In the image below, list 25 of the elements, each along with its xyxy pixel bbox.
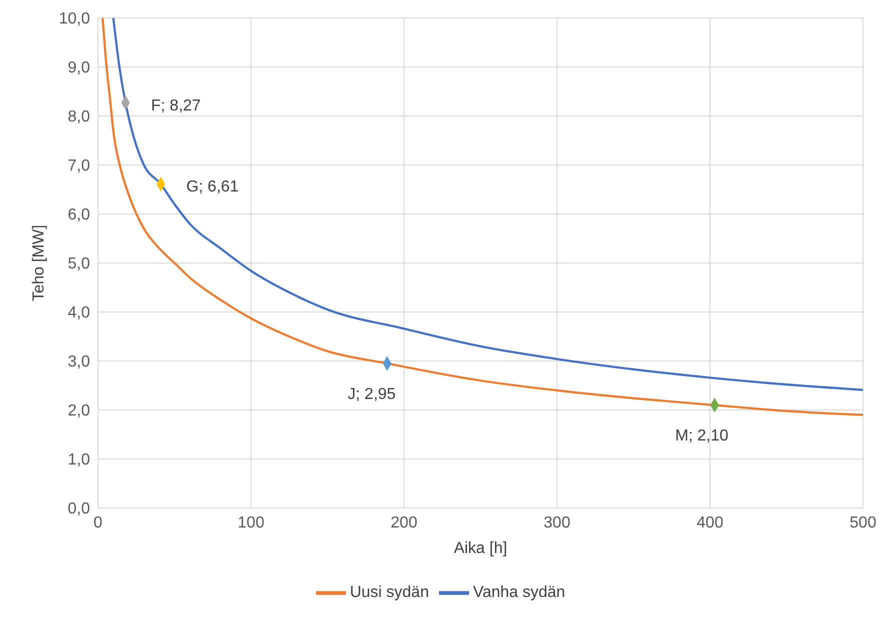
- x-tick-label: 100: [238, 514, 264, 532]
- y-tick-label: 9,0: [68, 60, 90, 77]
- y-tick-label: 0,0: [68, 500, 90, 518]
- y-tick-label: 10,0: [58, 10, 90, 28]
- y-tick-label: 3,0: [68, 354, 90, 371]
- y-tick-label: 7,0: [68, 158, 90, 175]
- y-tick-label: 6,0: [68, 206, 90, 224]
- y-tick-label: 4,0: [68, 304, 90, 322]
- data-label: M; 2,10: [675, 428, 729, 445]
- y-tick-label: 8,0: [68, 108, 90, 126]
- y-tick-label: 1,0: [68, 452, 90, 469]
- x-tick-label: 400: [696, 514, 724, 532]
- x-axis-title: Aika [h]: [454, 540, 508, 557]
- y-tick-label: 5,0: [68, 256, 90, 273]
- data-label: F; 8,27: [151, 97, 201, 114]
- x-tick-label: 0: [94, 514, 103, 532]
- y-tick-label: 2,0: [68, 402, 90, 420]
- data-label: G; 6,61: [186, 178, 239, 196]
- x-tick-label: 200: [390, 514, 418, 532]
- legend-label: Vanha sydän: [472, 584, 566, 602]
- legend-label: Uusi sydän: [350, 584, 429, 602]
- x-tick-label: 300: [544, 514, 570, 532]
- data-label: J; 2,95: [348, 386, 396, 403]
- x-tick-label: 500: [850, 514, 876, 532]
- y-axis-title: Teho [MW]: [30, 224, 48, 302]
